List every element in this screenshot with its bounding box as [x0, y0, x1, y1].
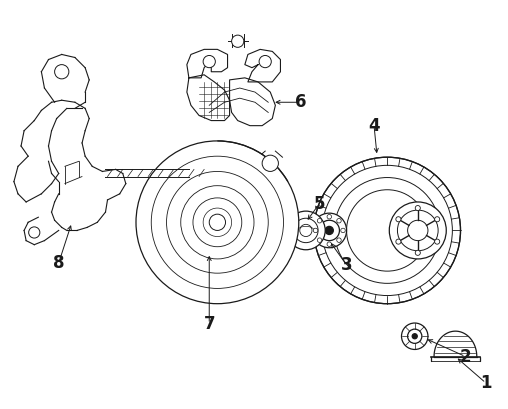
Circle shape: [262, 155, 278, 171]
Circle shape: [327, 214, 332, 219]
Circle shape: [341, 228, 345, 233]
Circle shape: [313, 228, 318, 233]
Circle shape: [300, 225, 312, 236]
Text: 1: 1: [480, 374, 492, 392]
Circle shape: [314, 157, 461, 304]
Circle shape: [412, 334, 417, 339]
Text: 3: 3: [341, 256, 353, 274]
Circle shape: [287, 211, 325, 250]
Circle shape: [397, 210, 438, 251]
Text: 8: 8: [53, 254, 65, 272]
Circle shape: [435, 217, 440, 222]
Circle shape: [259, 56, 271, 67]
Circle shape: [396, 239, 401, 244]
Circle shape: [334, 178, 440, 283]
Circle shape: [312, 213, 346, 248]
Text: 7: 7: [203, 315, 215, 333]
Circle shape: [396, 217, 401, 222]
Circle shape: [415, 250, 420, 255]
Circle shape: [136, 141, 299, 304]
Circle shape: [415, 205, 420, 211]
Circle shape: [203, 56, 215, 67]
Circle shape: [55, 65, 69, 79]
Circle shape: [389, 202, 446, 259]
Text: 6: 6: [295, 93, 306, 111]
Circle shape: [337, 238, 341, 243]
Circle shape: [407, 220, 428, 240]
Circle shape: [209, 214, 226, 230]
Circle shape: [318, 218, 322, 223]
Circle shape: [346, 190, 428, 271]
Circle shape: [327, 242, 332, 246]
Circle shape: [325, 226, 333, 234]
Circle shape: [319, 220, 339, 240]
Circle shape: [318, 238, 322, 243]
Text: 2: 2: [460, 348, 471, 366]
Circle shape: [337, 218, 341, 223]
Circle shape: [294, 218, 318, 243]
Circle shape: [435, 239, 440, 244]
Text: 4: 4: [368, 117, 380, 135]
Circle shape: [28, 227, 40, 238]
Text: 5: 5: [313, 195, 325, 213]
Circle shape: [232, 35, 244, 47]
